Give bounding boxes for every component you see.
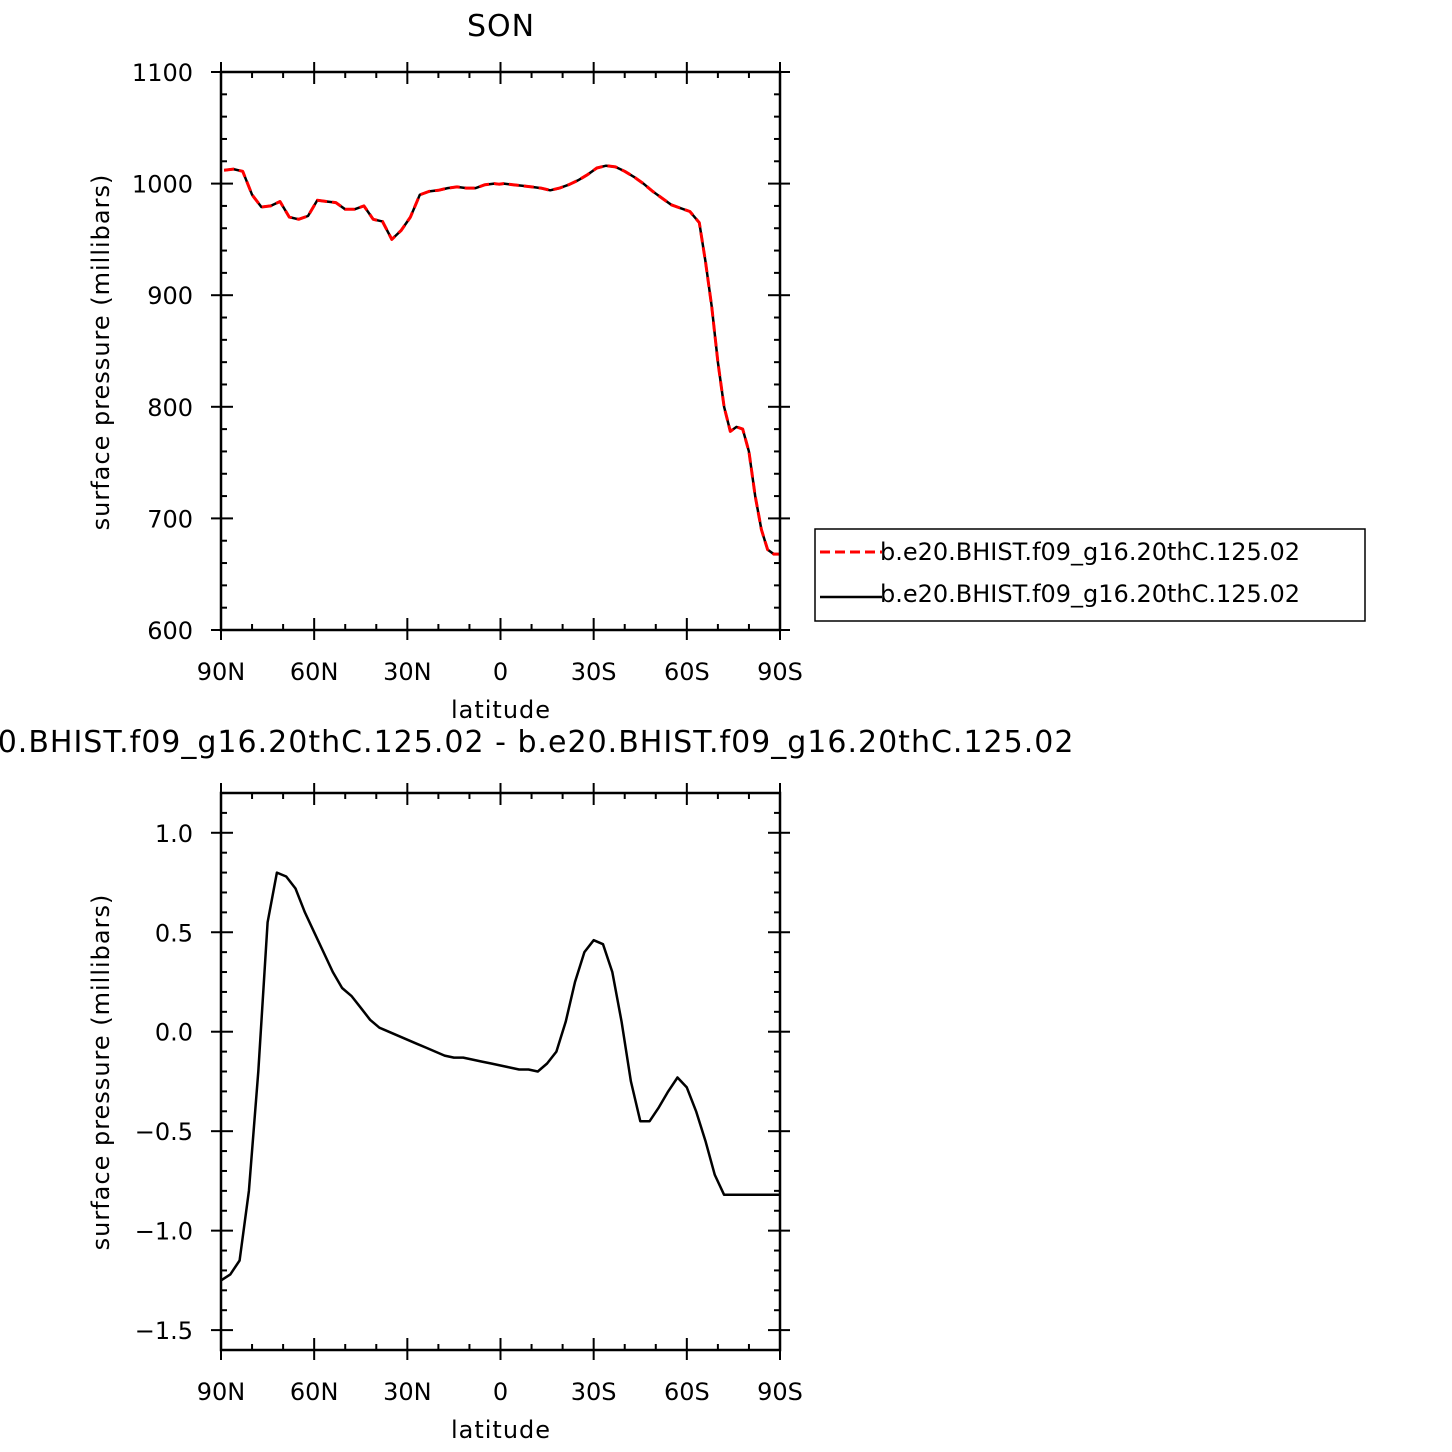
- legend-entry-2: b.e20.BHIST.f09_g16.20thC.125.02: [880, 580, 1300, 608]
- top-x-tick-label: 30N: [383, 658, 432, 686]
- top-y-tick-label: 600: [147, 617, 193, 645]
- top-x-tick-label: 90N: [197, 658, 246, 686]
- bottom-plot-frame: [219, 791, 782, 1352]
- bottom-y-tick-label: −0.5: [135, 1118, 193, 1146]
- top-y-tick-label: 800: [147, 394, 193, 422]
- bottom-series-line-1: [220, 871, 780, 1282]
- bottom-tick-layer: 90N 60N 30N 0 30S 60S 90S −1.5 −1.0 −0.5 0.0 0.5 1.0: [135, 783, 803, 1406]
- bottom-x-tick-label: 60S: [664, 1378, 710, 1406]
- legend-entry-1: b.e20.BHIST.f09_g16.20thC.125.02: [880, 538, 1300, 566]
- top-tick-layer: 90N 60N 30N 0 30S 60S 90S 600 700 800 900 1000 1100: [132, 59, 803, 686]
- bottom-x-tick-label: 30S: [571, 1378, 617, 1406]
- bottom-x-tick-label: 90N: [197, 1378, 246, 1406]
- bottom-y-tick-label: 0.5: [155, 919, 193, 947]
- legend-box: [814, 528, 1366, 622]
- top-x-tick-label: 30S: [571, 658, 617, 686]
- top-x-tick-label: 60N: [290, 658, 339, 686]
- panel-bottom: b.e20.BHIST.f09_g16.20thC.125.02 - b.e20…: [0, 725, 1074, 1444]
- bottom-y-tick-label: 1.0: [155, 820, 193, 848]
- panel-top: SON 90N 60N 30N 0 30S 60S 90S 600 700 800 900 1000 1…: [87, 9, 1366, 724]
- top-series-line-1: [223, 164, 780, 556]
- bottom-y-tick-label: −1.0: [135, 1218, 193, 1246]
- top-plot-frame: [219, 70, 782, 632]
- bottom-x-tick-label: 30N: [383, 1378, 432, 1406]
- top-chart-title: SON: [467, 9, 535, 44]
- top-y-tick-label: 700: [147, 505, 193, 533]
- bottom-series-layer: [220, 871, 780, 1282]
- bottom-chart-title: b.e20.BHIST.f09_g16.20thC.125.02 - b.e20…: [0, 725, 1074, 760]
- top-x-tick-label: 90S: [757, 658, 803, 686]
- top-series-layer: [223, 164, 780, 556]
- bottom-x-tick-label: 60N: [290, 1378, 339, 1406]
- top-y-tick-label: 1000: [132, 171, 193, 199]
- bottom-x-tick-label: 0: [493, 1378, 508, 1406]
- bottom-x-tick-label: 90S: [757, 1378, 803, 1406]
- top-legend: b.e20.BHIST.f09_g16.20thC.125.02 b.e20.B…: [814, 528, 1366, 622]
- bottom-y-axis-label: surface pressure (millibars): [87, 894, 115, 1251]
- top-x-axis-label: latitude: [451, 696, 551, 724]
- top-x-tick-label: 60S: [664, 658, 710, 686]
- bottom-y-tick-label: 0.0: [155, 1019, 193, 1047]
- bottom-y-tick-label: −1.5: [135, 1317, 193, 1345]
- bottom-x-axis-label: latitude: [451, 1416, 551, 1444]
- top-series-line-2: [223, 164, 780, 556]
- top-y-tick-label: 1100: [132, 59, 193, 87]
- top-y-tick-label: 900: [147, 282, 193, 310]
- top-y-axis-label: surface pressure (millibars): [87, 174, 115, 531]
- top-x-tick-label: 0: [493, 658, 508, 686]
